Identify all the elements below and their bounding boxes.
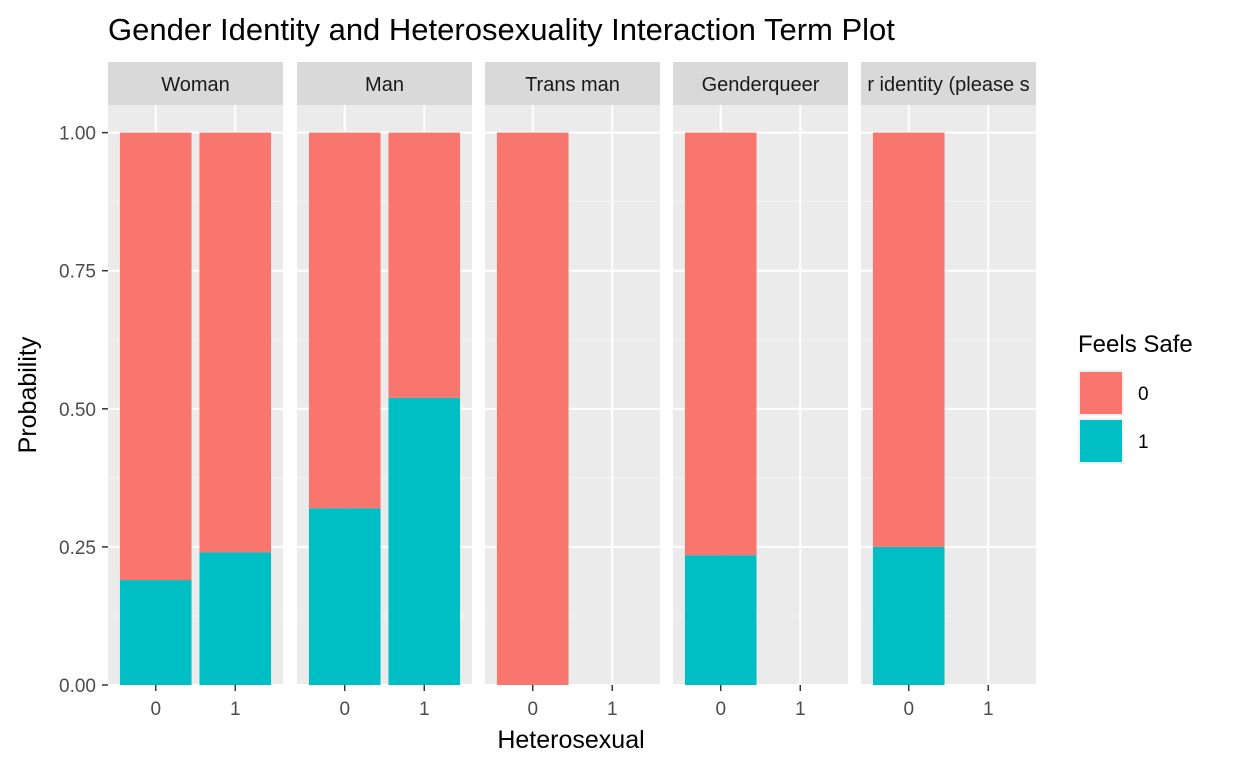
facet-strip xyxy=(108,62,283,105)
y-tick-label: 0.75 xyxy=(59,262,96,283)
legend-title: Feels Safe xyxy=(1078,331,1193,358)
x-tick-label: 1 xyxy=(983,699,994,720)
facet-panel: Man 0 1 xyxy=(297,62,472,720)
legend-key-swatch xyxy=(1080,372,1122,414)
facet-strip-label: Trans man xyxy=(525,74,620,96)
facet-strip xyxy=(861,62,1036,105)
bar-segment-feels-safe-0 xyxy=(496,132,569,686)
x-tick-label: 1 xyxy=(607,699,618,720)
y-axis-title: Probability xyxy=(14,336,42,453)
bar-segment-feels-safe-1 xyxy=(119,580,192,685)
facet-panel: Woman 0 1 xyxy=(108,62,283,720)
y-tick-label: 0.50 xyxy=(59,400,96,421)
y-tick-label: 1.00 xyxy=(59,124,96,145)
facet-strip-label: Man xyxy=(365,74,404,96)
x-tick-label: 0 xyxy=(527,699,538,720)
facet-strip-label: Genderqueer xyxy=(702,74,820,96)
facet-strip-label: r identity (please s xyxy=(867,74,1029,96)
facet-strip xyxy=(297,62,472,105)
facet-strip-label: Woman xyxy=(161,74,230,96)
bar-segment-feels-safe-0 xyxy=(119,132,192,581)
y-tick-label: 0.25 xyxy=(59,538,96,559)
bar-segment-feels-safe-0 xyxy=(199,132,272,553)
bar-segment-feels-safe-0 xyxy=(872,132,945,547)
x-tick-label: 1 xyxy=(795,699,806,720)
facet-strip xyxy=(485,62,660,105)
x-tick-label: 1 xyxy=(419,699,430,720)
x-tick-label: 1 xyxy=(230,699,241,720)
x-tick-label: 0 xyxy=(339,699,350,720)
chart-title: Gender Identity and Heterosexuality Inte… xyxy=(108,12,895,47)
legend: Feels Safe 0 1 xyxy=(1078,331,1193,464)
x-tick-label: 0 xyxy=(150,699,161,720)
y-axis: 0.00 0.25 0.50 0.75 1.00 xyxy=(59,124,108,697)
facet-panel: Trans man 0 1 xyxy=(485,62,660,720)
x-tick-label: 0 xyxy=(715,699,726,720)
y-tick-label: 0.00 xyxy=(59,676,96,697)
bar-segment-feels-safe-1 xyxy=(308,508,381,685)
bar-segment-feels-safe-1 xyxy=(684,555,757,685)
facet-panel: r identity (please s 0 1 xyxy=(861,62,1036,720)
bar-segment-feels-safe-1 xyxy=(388,397,461,685)
bar-segment-feels-safe-1 xyxy=(199,552,272,685)
legend-entry-label: 0 xyxy=(1138,384,1149,405)
bar-segment-feels-safe-0 xyxy=(684,132,757,556)
x-axis-title: Heterosexual xyxy=(497,726,644,754)
bar-segment-feels-safe-0 xyxy=(308,132,381,509)
legend-key-swatch xyxy=(1080,420,1122,462)
facet-panel: Genderqueer 0 1 xyxy=(673,62,848,720)
bar-segment-feels-safe-0 xyxy=(388,132,461,398)
x-tick-label: 0 xyxy=(903,699,914,720)
legend-entry-label: 1 xyxy=(1138,432,1149,453)
facet-strip xyxy=(673,62,848,105)
bar-segment-feels-safe-1 xyxy=(872,546,945,685)
